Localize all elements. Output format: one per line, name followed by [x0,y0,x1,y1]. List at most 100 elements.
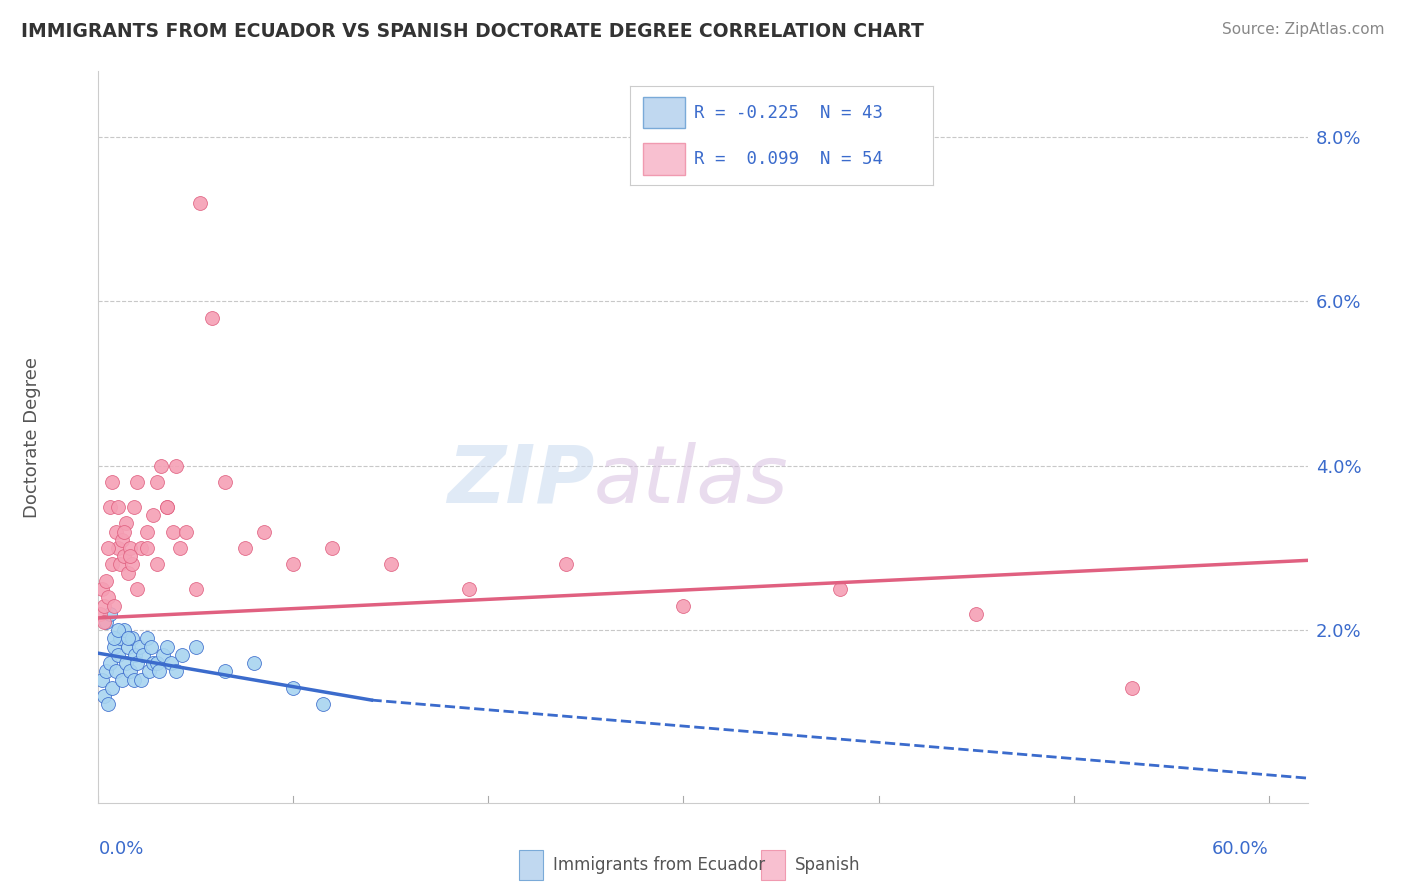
Point [98,500,121,514]
Point [108,558,131,572]
Point [112,549,135,564]
Point [124,648,146,662]
Point [321,541,343,555]
Point [103,599,125,613]
Point [103,640,125,654]
Point [142,656,165,670]
Point [96,665,118,679]
Point [98,656,121,670]
Point [111,533,134,547]
Point [112,524,135,539]
Point [122,673,145,687]
Point [101,475,124,490]
Point [121,558,143,572]
Point [107,500,129,514]
Text: 0.0%: 0.0% [98,839,143,858]
Point [184,582,207,596]
Point [93,599,115,613]
Point [672,599,695,613]
Text: ZIP: ZIP [447,442,595,520]
Point [127,475,149,490]
Point [122,500,145,514]
Point [131,673,153,687]
Point [127,656,149,670]
Point [103,632,125,646]
Point [127,582,149,596]
Point [91,673,114,687]
Point [156,500,179,514]
Point [148,665,170,679]
Point [89,607,111,621]
Point [117,566,139,580]
Point [169,541,191,555]
Text: IMMIGRANTS FROM ECUADOR VS SPANISH DOCTORATE DEGREE CORRELATION CHART: IMMIGRANTS FROM ECUADOR VS SPANISH DOCTO… [21,22,924,41]
Point [146,656,169,670]
Point [118,541,141,555]
Point [965,607,987,621]
Point [118,665,141,679]
Point [112,624,135,638]
Point [93,615,115,629]
Point [156,640,179,654]
Text: 60.0%: 60.0% [1212,839,1268,858]
Point [200,310,222,325]
Point [101,558,124,572]
Text: atlas: atlas [595,442,789,520]
Point [159,656,181,670]
Point [104,524,127,539]
Point [101,681,124,695]
Point [172,648,194,662]
Point [555,558,578,572]
Text: Doctorate Degree: Doctorate Degree [22,357,41,517]
Point [458,582,481,596]
Point [214,665,236,679]
Point [243,656,266,670]
Point [96,615,118,629]
Point [828,582,851,596]
Point [117,640,139,654]
Point [233,541,256,555]
Text: Source: ZipAtlas.com: Source: ZipAtlas.com [1222,22,1385,37]
Point [174,524,197,539]
Point [152,648,174,662]
Point [128,640,150,654]
Point [107,624,129,638]
Point [98,607,121,621]
Point [121,632,143,646]
Point [117,632,139,646]
Point [96,574,118,588]
Point [253,524,276,539]
Point [142,508,165,523]
Point [136,632,159,646]
Point [104,665,127,679]
Point [149,458,172,473]
Point [97,697,120,711]
Point [91,582,114,596]
Point [118,549,141,564]
Point [107,648,129,662]
Point [132,648,155,662]
Point [146,558,169,572]
Point [107,541,129,555]
Point [380,558,402,572]
Point [97,541,120,555]
Point [214,475,236,490]
Point [184,640,207,654]
Point [283,558,305,572]
Point [165,458,187,473]
Point [156,500,179,514]
Point [111,673,134,687]
Point [93,689,115,703]
Point [188,195,211,210]
Point [114,516,136,531]
Point [138,665,160,679]
Point [283,681,305,695]
Point [97,591,120,605]
Point [1121,681,1143,695]
Point [165,665,187,679]
Point [146,475,169,490]
Point [312,697,335,711]
Point [114,656,136,670]
Point [136,524,159,539]
Point [139,640,162,654]
